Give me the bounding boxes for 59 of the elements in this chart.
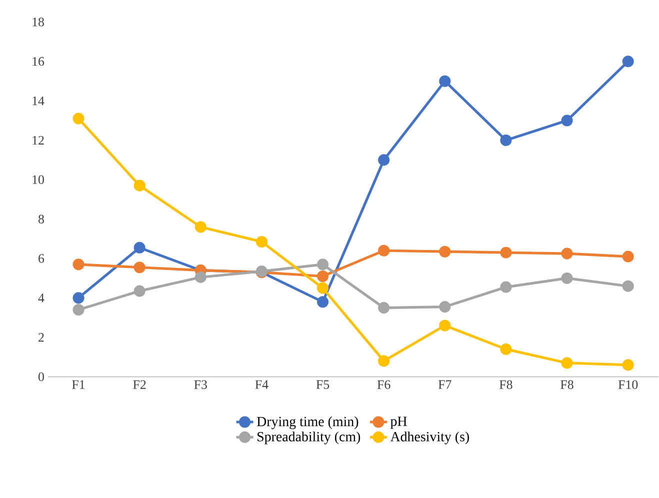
x-tick-label: F6 <box>377 380 390 390</box>
x-tick-label: F5 <box>316 380 330 390</box>
point <box>194 272 206 284</box>
y-tick-label: 6 <box>38 254 44 264</box>
x-tick-label: F10 <box>618 380 638 390</box>
point <box>134 180 146 192</box>
y-tick-label: 10 <box>32 175 44 184</box>
point <box>72 292 84 304</box>
point <box>622 359 634 371</box>
point <box>561 114 573 126</box>
point <box>500 281 512 294</box>
point <box>316 258 329 270</box>
point <box>622 250 634 262</box>
point <box>134 262 146 274</box>
y-tick-label: 18 <box>32 18 44 27</box>
x-tick-label: F8 <box>560 380 574 390</box>
y-tick-label: 16 <box>32 57 44 66</box>
point <box>622 56 634 68</box>
legend-label: Drying time (min) <box>256 416 358 430</box>
point <box>316 270 329 282</box>
point <box>378 154 390 166</box>
point <box>500 246 512 259</box>
y-tick-label: 14 <box>32 96 44 106</box>
point <box>561 272 573 284</box>
point <box>72 304 84 316</box>
y-tick-label: 4 <box>38 294 44 302</box>
point <box>72 112 84 124</box>
y-tick-label: 0 <box>38 372 44 382</box>
point <box>316 296 329 308</box>
x-tick-label: F1 <box>72 380 85 389</box>
point <box>378 245 390 257</box>
point <box>256 236 268 248</box>
legend-label: Adhesivity (s) <box>390 432 469 444</box>
legend-label: pH <box>390 416 407 429</box>
x-tick-label: F4 <box>255 380 268 389</box>
point <box>72 258 84 270</box>
point <box>134 285 146 297</box>
x-tick-label: F2 <box>133 380 146 390</box>
point <box>194 221 206 233</box>
point <box>316 282 329 294</box>
point <box>378 302 390 314</box>
x-tick-label: F8 <box>499 380 512 390</box>
point <box>134 242 146 254</box>
x-tick-label: F7 <box>438 380 452 389</box>
point <box>622 280 634 292</box>
y-tick-label: 8 <box>38 214 44 224</box>
point <box>500 344 512 356</box>
y-tick-label: 12 <box>32 136 44 145</box>
legend-label: Spreadability (cm) <box>258 432 360 444</box>
point <box>500 134 512 146</box>
point <box>439 75 451 88</box>
point <box>439 320 451 332</box>
point <box>561 248 573 260</box>
x-tick-label: F3 <box>194 380 207 390</box>
point <box>439 246 451 258</box>
point <box>439 301 451 313</box>
y-tick-label: 2 <box>38 333 44 342</box>
point <box>378 355 390 367</box>
point <box>561 357 573 369</box>
